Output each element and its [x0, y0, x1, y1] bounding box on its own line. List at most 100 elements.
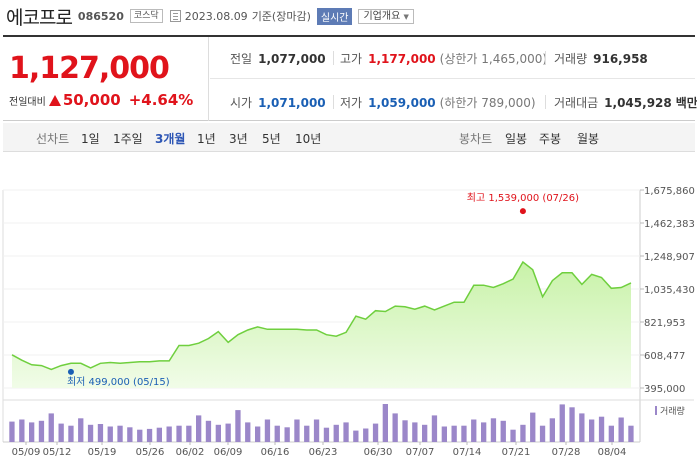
tab-3m[interactable]: 3개월: [155, 132, 186, 146]
company-info-button[interactable]: 기업개요 ▼: [358, 8, 414, 24]
trade-value-unit: 백만: [675, 96, 697, 110]
x-tick-label: 05/19: [88, 447, 117, 458]
stock-header: 에코프로 086520 코스닥 2023.08.09 기준(장마감) 실시간 기…: [0, 0, 697, 32]
price-area: 1,127,000 전일대비 50,000 +4.64%: [3, 37, 209, 121]
volume-bar: [392, 413, 398, 442]
x-tick-label: 05/12: [43, 447, 72, 458]
prev-close-stat: 전일 1,077,000: [230, 50, 326, 67]
volume-bar: [107, 426, 113, 442]
upper-limit: (상한가 1,465,000): [439, 52, 548, 66]
tab-1d[interactable]: 1일: [81, 132, 100, 146]
change-amount: 50,000: [62, 91, 121, 109]
volume-bar: [618, 417, 624, 442]
y-tick-label: 608,477: [644, 351, 685, 362]
min-marker: [67, 368, 74, 375]
volume-bar: [186, 425, 192, 442]
volume-bar: [146, 428, 153, 442]
tab-1w[interactable]: 1주일: [113, 132, 143, 146]
volume-bar: [353, 430, 359, 442]
volume-bar: [461, 425, 467, 442]
volume-bar: [402, 420, 408, 442]
volume-bar: [451, 425, 457, 442]
volume-bar: [510, 429, 516, 442]
volume-bar: [176, 425, 182, 442]
volume-bar: [500, 420, 506, 442]
y-tick-label: 1,248,907: [644, 252, 695, 263]
high-label: 고가: [340, 52, 363, 66]
volume-bar: [412, 422, 418, 442]
prev-close-value: 1,077,000: [258, 52, 326, 66]
y-axis-labels: 1,675,860 1,462,383 1,248,907 1,035,430 821,…: [644, 186, 695, 395]
volume-value: 916,958: [593, 52, 648, 66]
open-value: 1,071,000: [258, 96, 326, 110]
volume-bar: [608, 425, 614, 442]
tab-weekly[interactable]: 주봉: [539, 132, 562, 146]
volume-bar: [294, 419, 300, 442]
prev-close-label: 전일: [230, 52, 253, 66]
volume-bar: [9, 421, 15, 442]
volume-bar: [58, 423, 64, 442]
trade-value: 1,045,928: [604, 96, 672, 110]
volume-bar: [235, 410, 241, 442]
volume-bar: [323, 427, 330, 442]
tab-daily[interactable]: 일봉: [505, 132, 528, 146]
x-tick-label: 06/30: [364, 447, 393, 458]
volume-bar: [264, 419, 271, 442]
x-tick-label: 06/09: [214, 447, 243, 458]
volume-bar: [579, 413, 585, 442]
tab-1y[interactable]: 1년: [197, 132, 216, 146]
realtime-button[interactable]: 실시간: [316, 7, 353, 25]
tab-5y[interactable]: 5년: [262, 132, 281, 146]
up-triangle-icon: [48, 94, 61, 106]
x-tick-label: 06/23: [309, 447, 338, 458]
volume-bar: [539, 425, 546, 442]
volume-bar: [117, 425, 123, 442]
divider: [545, 95, 546, 109]
x-tick-label: 07/14: [453, 447, 482, 458]
x-tick-label: 05/09: [12, 447, 41, 458]
low-stat: 저가 1,059,000 (하한가 789,000): [340, 94, 536, 111]
volume-bars: [9, 404, 634, 442]
y-tick-label: 1,675,860: [644, 186, 695, 197]
volume-bar: [559, 404, 565, 442]
tab-3y[interactable]: 3년: [229, 132, 248, 146]
volume-bar: [284, 427, 290, 442]
market-badge: 코스닥: [129, 9, 163, 23]
volume-bar: [441, 426, 447, 442]
divider: [333, 51, 334, 65]
volume-bar: [628, 425, 634, 442]
chevron-down-icon: ▼: [403, 12, 409, 21]
stock-name: 에코프로: [6, 6, 73, 29]
calendar-icon: [169, 10, 181, 22]
volume-bar: [78, 418, 84, 442]
high-stat: 고가 1,177,000 (상한가 1,465,000): [340, 50, 547, 67]
low-label: 저가: [340, 96, 363, 110]
volume-bar: [205, 420, 212, 442]
quote-date: 2023.08.09: [184, 9, 248, 23]
tab-monthly[interactable]: 월봉: [577, 132, 600, 146]
volume-bar: [333, 424, 339, 442]
high-value: 1,177,000: [368, 52, 436, 66]
volume-bar: [245, 422, 251, 442]
volume-bar: [97, 424, 104, 442]
x-tick-label: 05/26: [136, 447, 165, 458]
max-label: 최고 1,539,000 (07/26): [467, 192, 579, 204]
volume-bar: [127, 427, 133, 442]
volume-bar: [137, 429, 143, 442]
volume-bar: [382, 404, 388, 442]
price-line: [11, 260, 632, 371]
volume-bar: [343, 422, 349, 442]
divider: [545, 51, 546, 65]
divider: [333, 95, 334, 109]
volume-bar: [589, 419, 595, 442]
trade-value-label: 거래대금: [554, 96, 599, 110]
x-tick-label: 07/28: [552, 447, 581, 458]
x-axis-labels: 05/09 05/12 05/19 05/26 06/02 06/09 06/16 06/23…: [12, 442, 626, 458]
volume-bar: [156, 427, 162, 442]
volume-bar: [313, 419, 320, 442]
open-label: 시가: [230, 96, 253, 110]
candle-chart-label: 봉차트: [459, 132, 493, 146]
tab-10y[interactable]: 10년: [295, 132, 322, 146]
quote-panel: 1,127,000 전일대비 50,000 +4.64% 전일 1,077,000…: [3, 35, 697, 121]
volume-bar: [225, 423, 231, 442]
